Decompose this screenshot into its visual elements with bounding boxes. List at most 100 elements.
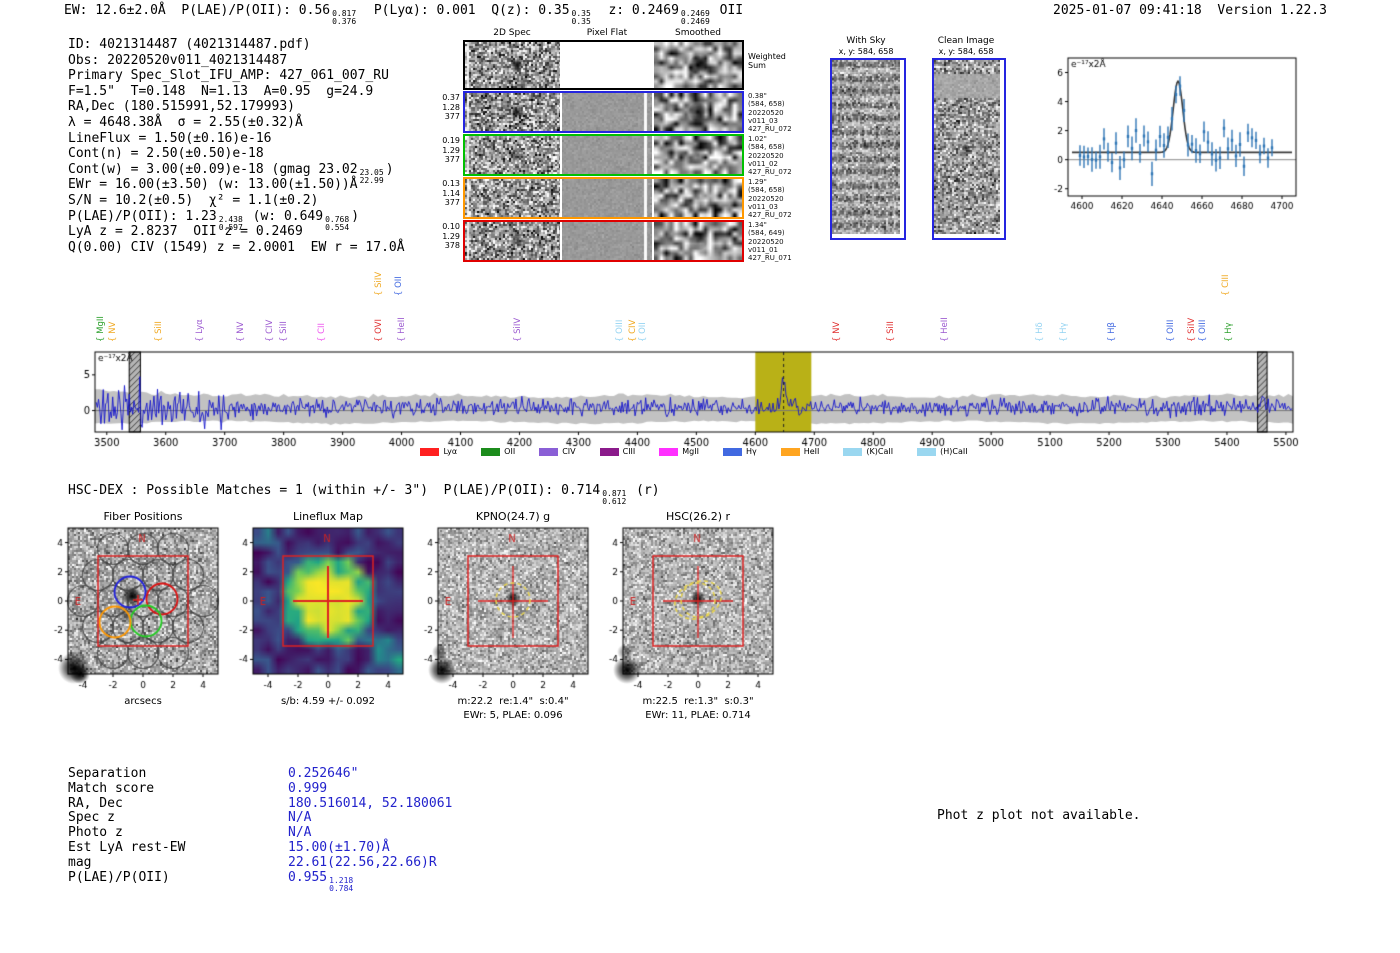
fraction-bottom: 0.554: [325, 222, 350, 232]
left-label-line: 1.14: [442, 188, 460, 198]
text-segment: ): [385, 161, 394, 177]
table-row-value: N/A: [288, 810, 311, 826]
text-segment: Cont(w) = 3.00(±0.09)e-18 (gmag 23.02: [68, 161, 358, 177]
panel-sublabel: EWr: 11, PLAE: 0.714: [645, 710, 751, 721]
clean-subtitle: x, y: 584, 658: [938, 47, 994, 56]
left-label-line: 0.37: [442, 93, 460, 102]
legend-item-kcaii: (K)CaII: [843, 447, 893, 456]
legend-item-heii: HeII: [780, 447, 819, 456]
legend-item-oii: OII: [481, 447, 515, 456]
annotation-line: 427_RU_071: [748, 254, 792, 263]
emission-line-label-siiv: { SiIV: [373, 271, 384, 296]
table-row-label: Separation: [68, 766, 147, 781]
annotation-line: 427_RU_072: [748, 125, 792, 134]
table-row-label: Match score: [68, 780, 155, 796]
emission-line-label-oii: { OII: [393, 276, 404, 296]
fraction-top: 23.05: [359, 167, 384, 177]
panel-title-cutout2: HSC(26.2) r: [665, 510, 731, 523]
legend-item-ciii: CIII: [599, 447, 636, 456]
table-row-label: Est LyA rest-EW: [68, 839, 186, 855]
text-segment: OII: [711, 3, 744, 18]
table-row-value: 0.955 1.218 0.784: [288, 869, 355, 893]
spec2d-flat-image: [562, 93, 652, 131]
text-segment: Cont(n) = 2.50(±0.50)e-18: [68, 146, 264, 162]
text-segment: F=1.5" T=0.148 N=1.13 A=0.95 g=24.9: [68, 83, 374, 99]
legend-swatch: [917, 447, 937, 456]
table-row: mag 22.61(22.56,22.66)R: [68, 855, 452, 871]
hsc-dex-match-line: HSC-DEX : Possible Matches = 1 (within +…: [68, 483, 660, 506]
table-row: Spec z N/A: [68, 810, 452, 826]
panel-title-cutout: KPNO(24.7) g: [475, 510, 551, 523]
info-line: S/N = 10.2(±0.5) χ² = 1.1(±0.2): [68, 193, 405, 209]
info-line: P(LAE)/P(OII): 1.23 2.438 0.597 (w: 0.649 0…: [68, 209, 405, 232]
text-segment: P(Lyα): 0.001 Q(z): 0.35: [358, 3, 570, 18]
left-label-line: 0.10: [442, 222, 460, 231]
legend-item-h: Hγ: [722, 447, 757, 456]
legend-item-mgii: MgII: [659, 447, 699, 456]
spec2d-noise-image: [465, 42, 560, 88]
text-segment: LyA z = 2.8237 OII z = 0.2469: [68, 224, 303, 240]
text-segment: 0.955: [288, 869, 328, 885]
annotation-line: 20220520: [748, 237, 784, 246]
spec2d-flat-image: [562, 179, 652, 217]
legend-swatch: [659, 447, 679, 456]
legend-item-civ: CIV: [539, 447, 576, 456]
info-line: RA,Dec (180.515991,52.179993): [68, 99, 405, 115]
legend-label: MgII: [682, 447, 699, 456]
fraction-top: 0.817: [332, 9, 357, 18]
fraction-bottom: 0.612: [602, 497, 627, 506]
table-row: RA, Dec 180.516014, 52.180061: [68, 796, 452, 812]
info-line: Primary Spec_Slot_IFU_AMP: 427_061_007_R…: [68, 68, 405, 84]
left-label-line: 378: [444, 241, 460, 250]
legend-label: OII: [504, 447, 516, 456]
table-row: Est LyA rest-EW 15.00(±1.70)Å: [68, 839, 452, 856]
legend-label: CIII: [622, 447, 636, 456]
panel-xlabel: arcsecs: [124, 696, 162, 707]
stacked-fraction: 1.218 0.784: [329, 875, 354, 893]
legend-swatch: [722, 447, 742, 456]
panel-xlabel: m:22.5 re:1.3" s:0.3": [642, 696, 754, 707]
header-summary: EW: 12.6±2.0Å P(LAE)/P(OII): 0.56 0.817 0.…: [64, 3, 743, 26]
spec2d-col-header: Pixel Flat: [586, 28, 628, 38]
spec2d-smooth-image: [654, 179, 742, 217]
match-table: Separation 0.252646" Match score 0.999 RA, D…: [68, 766, 452, 893]
text-segment: Obs: 20220520v011_4021314487: [68, 52, 288, 68]
text-segment: 0.252646": [288, 766, 359, 781]
annotation-line: (584, 649): [748, 229, 785, 238]
legend-swatch: [539, 447, 559, 456]
legend-item-hcaii: (H)CaII: [917, 447, 968, 456]
panel-image-fiber: [32, 526, 222, 696]
text-segment: (r): [628, 483, 660, 498]
panel-image-cutout2: [587, 526, 777, 696]
text-segment: N/A: [288, 825, 312, 841]
table-row: Photo z N/A: [68, 825, 452, 841]
annotation-line: (584, 658): [748, 186, 785, 195]
clean-image: [934, 60, 1000, 234]
header-timestamp: 2025-01-07 09:41:18 Version 1.22.3: [1053, 3, 1327, 18]
detection-info-block: ID: 4021314487 (4021314487.pdf) Obs: 2022…: [68, 37, 405, 255]
spec2d-smooth-image: [654, 93, 742, 131]
stacked-fraction: 0.2469 0.2469: [681, 10, 710, 26]
legend-swatch: [780, 447, 800, 456]
text-segment: ID: 4021314487 (4021314487.pdf): [68, 37, 311, 52]
left-label-line: 377: [444, 112, 460, 121]
legend-label: (H)CaII: [940, 447, 968, 456]
fraction-top: 1.218: [329, 875, 354, 885]
text-segment: Primary Spec_Slot_IFU_AMP: 427_061_007_R…: [68, 68, 389, 84]
annotation-line: 1.29": [748, 178, 767, 186]
main-spectrum-chart: [70, 338, 1310, 450]
spec2d-row-annotation: 1.34" (584, 649) 20220520 v011_01 427_RU_071: [748, 221, 792, 262]
spec2d-col-header: 2D Spec: [493, 28, 531, 38]
emission-line-labels: { MgII{ NV{ SiII{ Lyα{ NV{ CIV{ SiII{ CI…: [0, 264, 1400, 342]
table-row-value: N/A: [288, 825, 312, 841]
info-line: Obs: 20220520v011_4021314487: [68, 53, 405, 69]
info-line: Q(0.00) CIV (1549) z = 2.0001 EW r = 17.…: [68, 240, 405, 256]
spec2d-noise-image: [465, 136, 560, 174]
table-row-value: 180.516014, 52.180061: [288, 796, 452, 812]
stacked-fraction: 0.817 0.376: [332, 10, 356, 26]
table-row: Match score 0.999: [68, 780, 452, 797]
spec2d-row: [463, 177, 744, 219]
text-segment: RA,Dec (180.515991,52.179993): [68, 99, 295, 115]
spectrum-legend: Lyα OII CIV CIII MgII Hγ HeII (K)CaII (H)CaII: [95, 447, 1293, 456]
